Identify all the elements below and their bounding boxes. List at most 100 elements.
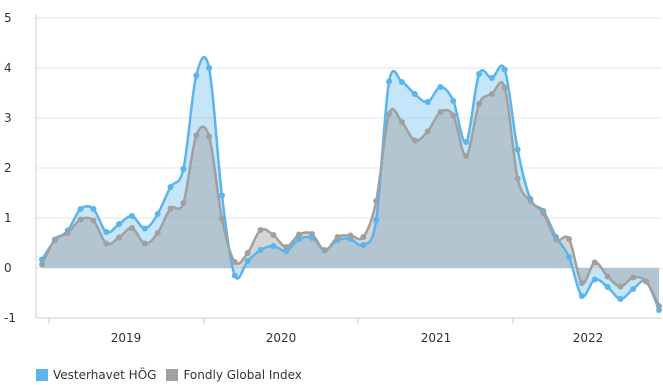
point-series-1-36 [501,66,508,73]
point-series-2-31 [437,109,444,115]
y-tick-label-5: 4 [4,61,12,75]
point-series-2-9 [154,230,161,236]
x-tick-label-2: 2021 [421,331,452,345]
point-series-1-30 [424,99,431,105]
point-series-1-8 [141,225,148,232]
point-series-1-29 [411,91,418,97]
y-tick-label-3: 2 [4,161,12,175]
point-series-1-10 [167,184,174,190]
y-tick-label-0: -1 [4,311,16,325]
point-series-2-37 [514,175,521,182]
legend-item-series-1[interactable]: Vesterhavet HÖG [36,368,156,382]
legend: Vesterhavet HÖG Fondly Global Index [36,368,312,382]
point-series-1-18 [270,243,277,249]
series-lines [40,55,661,311]
point-series-1-41 [566,254,573,260]
point-series-2-7 [128,225,135,231]
point-series-1-43 [591,276,598,283]
point-series-2-3 [77,216,84,223]
point-series-1-37 [514,146,521,153]
area-series-1 [42,57,659,311]
point-series-2-44 [604,273,611,280]
point-series-1-13 [206,65,213,71]
point-series-2-15 [231,259,238,265]
point-series-1-32 [450,98,457,104]
axes: -1 0 1 2 3 4 5 2019 2020 2021 2022 [4,11,662,345]
point-series-1-34 [476,71,483,77]
point-series-1-27 [386,78,393,85]
point-series-2-46 [630,274,637,281]
point-series-1-0 [39,256,45,263]
point-series-1-17 [257,247,264,253]
point-series-2-8 [141,240,148,247]
legend-swatch-series-1 [36,369,48,381]
point-series-2-45 [617,283,624,290]
point-series-2-29 [411,137,418,144]
point-series-2-1 [51,236,58,243]
legend-swatch-series-2 [166,369,179,381]
point-series-2-23 [334,234,341,240]
point-series-1-16 [244,258,251,264]
point-series-2-40 [553,236,560,243]
point-series-1-44 [604,284,611,290]
legend-label-series-1: Vesterhavet HÖG [53,368,157,382]
point-series-1-5 [103,229,110,235]
point-series-2-34 [476,101,483,107]
point-series-2-6 [116,234,123,241]
point-series-1-45 [617,296,624,302]
x-tick-label-1: 2020 [266,331,297,345]
point-series-2-21 [308,231,315,237]
point-series-2-13 [206,133,213,140]
x-tick-label-0: 2019 [111,331,142,345]
point-series-2-11 [180,200,187,206]
point-series-2-10 [167,205,174,212]
point-series-2-14 [218,216,225,222]
legend-item-series-2[interactable]: Fondly Global Index [166,368,302,382]
y-tick-label-2: 1 [4,211,12,225]
point-series-1-31 [437,84,444,90]
point-series-1-3 [77,206,84,212]
y-tick-label-6: 5 [4,11,12,25]
point-series-2-32 [450,112,457,119]
point-series-2-36 [501,84,508,91]
point-series-1-11 [180,166,187,172]
point-series-2-42 [578,280,585,286]
line-series-2 [40,80,661,307]
point-series-2-28 [398,119,405,125]
x-tick-label-3: 2022 [573,331,604,345]
point-series-2-25 [360,234,367,240]
point-series-1-7 [128,213,135,219]
point-series-1-20 [296,236,303,242]
legend-label-series-2: Fondly Global Index [183,368,302,382]
chart: -1 0 1 2 3 4 5 2019 2020 2021 2022 [4,11,662,345]
point-series-2-20 [296,231,303,238]
point-series-2-38 [527,198,534,204]
point-series-1-46 [630,286,637,292]
point-series-1-35 [488,75,495,81]
point-series-1-4 [90,206,97,212]
point-series-2-27 [386,111,393,117]
point-series-2-41 [566,236,573,242]
point-series-2-4 [90,217,97,224]
point-series-2-0 [39,261,45,268]
point-series-2-22 [321,247,328,254]
area-fills [42,57,659,311]
point-series-2-26 [373,198,380,204]
point-series-2-19 [283,244,290,250]
area-series-2 [42,82,659,307]
point-series-2-47 [643,278,650,285]
point-series-1-14 [218,192,225,199]
point-series-2-16 [244,250,251,256]
point-series-2-35 [488,91,495,97]
point-series-1-25 [360,242,367,248]
gridlines [36,17,662,319]
point-series-2-12 [193,132,200,139]
point-series-1-26 [373,217,380,223]
point-series-2-43 [591,259,598,266]
point-series-1-28 [398,79,405,85]
point-series-2-18 [270,232,277,238]
point-series-2-39 [540,210,547,216]
y-tick-label-4: 3 [4,111,12,125]
point-series-2-33 [463,153,470,159]
point-series-1-42 [578,293,585,299]
